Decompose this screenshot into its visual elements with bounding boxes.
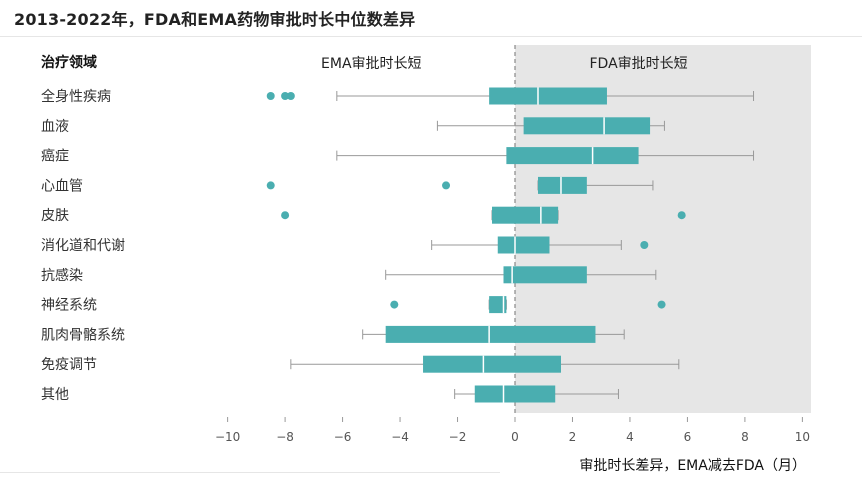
x-tick-label: −10 [215, 430, 240, 444]
x-tick-label: −6 [334, 430, 352, 444]
category-label: 抗感染 [41, 267, 83, 284]
x-tick-label: 4 [626, 430, 634, 444]
iqr-box [474, 385, 556, 403]
outlier-point [286, 92, 295, 100]
category-label: 其他 [41, 387, 69, 403]
iqr-box [423, 355, 561, 373]
box-row [454, 385, 619, 403]
category-label: 免疫调节 [41, 357, 97, 373]
category-label: 消化道和代谢 [41, 238, 125, 254]
iqr-box [506, 147, 639, 165]
chart-title: 2013-2022年，FDA和EMA药物审批时长中位数差异 [14, 10, 416, 29]
category-label: 神经系统 [41, 298, 97, 314]
outlier-point [657, 300, 666, 309]
box-row [431, 236, 649, 254]
box-row [336, 147, 755, 165]
outlier-point [677, 211, 686, 220]
box-row [266, 87, 755, 105]
region-label-ema: EMA审批时长短 [321, 56, 422, 72]
x-axis-label: 审批时长差异，EMA减去FDA（月） [579, 458, 806, 474]
x-tick-label: 0 [511, 430, 519, 444]
category-label: 皮肤 [41, 208, 69, 224]
outlier-point [442, 181, 451, 190]
category-label: 血液 [41, 119, 69, 135]
region-label-fda: FDA审批时长短 [589, 56, 687, 72]
iqr-box [385, 325, 596, 343]
box-row [436, 117, 665, 135]
box-row [362, 325, 625, 343]
box-row [385, 266, 657, 284]
iqr-box [537, 176, 587, 194]
title-divider [0, 36, 862, 37]
x-tick-label: 8 [741, 430, 749, 444]
category-label: 全身性疾病 [41, 88, 111, 105]
category-label: 肌肉骨骼系统 [41, 327, 125, 343]
outlier-point [266, 181, 275, 190]
box-row [290, 355, 680, 373]
category-label: 癌症 [41, 149, 69, 165]
box-row [390, 296, 666, 314]
box-row [281, 206, 686, 224]
x-tick-label: −4 [391, 430, 409, 444]
iqr-box [497, 236, 550, 254]
x-tick-label: 2 [569, 430, 577, 444]
outlier-point [281, 211, 290, 220]
shaded-region-fda-shorter [515, 45, 811, 413]
bottom-divider [0, 472, 500, 473]
outlier-point [390, 300, 399, 309]
x-tick-label: 10 [795, 430, 810, 444]
x-tick-label: −2 [449, 430, 467, 444]
outlier-point [640, 241, 649, 249]
category-header: 治疗领域 [41, 54, 97, 71]
iqr-box [523, 117, 651, 135]
iqr-box [489, 87, 607, 105]
iqr-box [492, 206, 559, 224]
x-tick-label: −8 [276, 430, 294, 444]
box-row [266, 176, 654, 194]
x-tick-label: 6 [684, 430, 692, 444]
outlier-point [266, 92, 275, 100]
category-label: 心血管 [41, 178, 83, 194]
iqr-box [489, 296, 507, 314]
iqr-box [503, 266, 587, 284]
outlier-point [281, 92, 290, 100]
